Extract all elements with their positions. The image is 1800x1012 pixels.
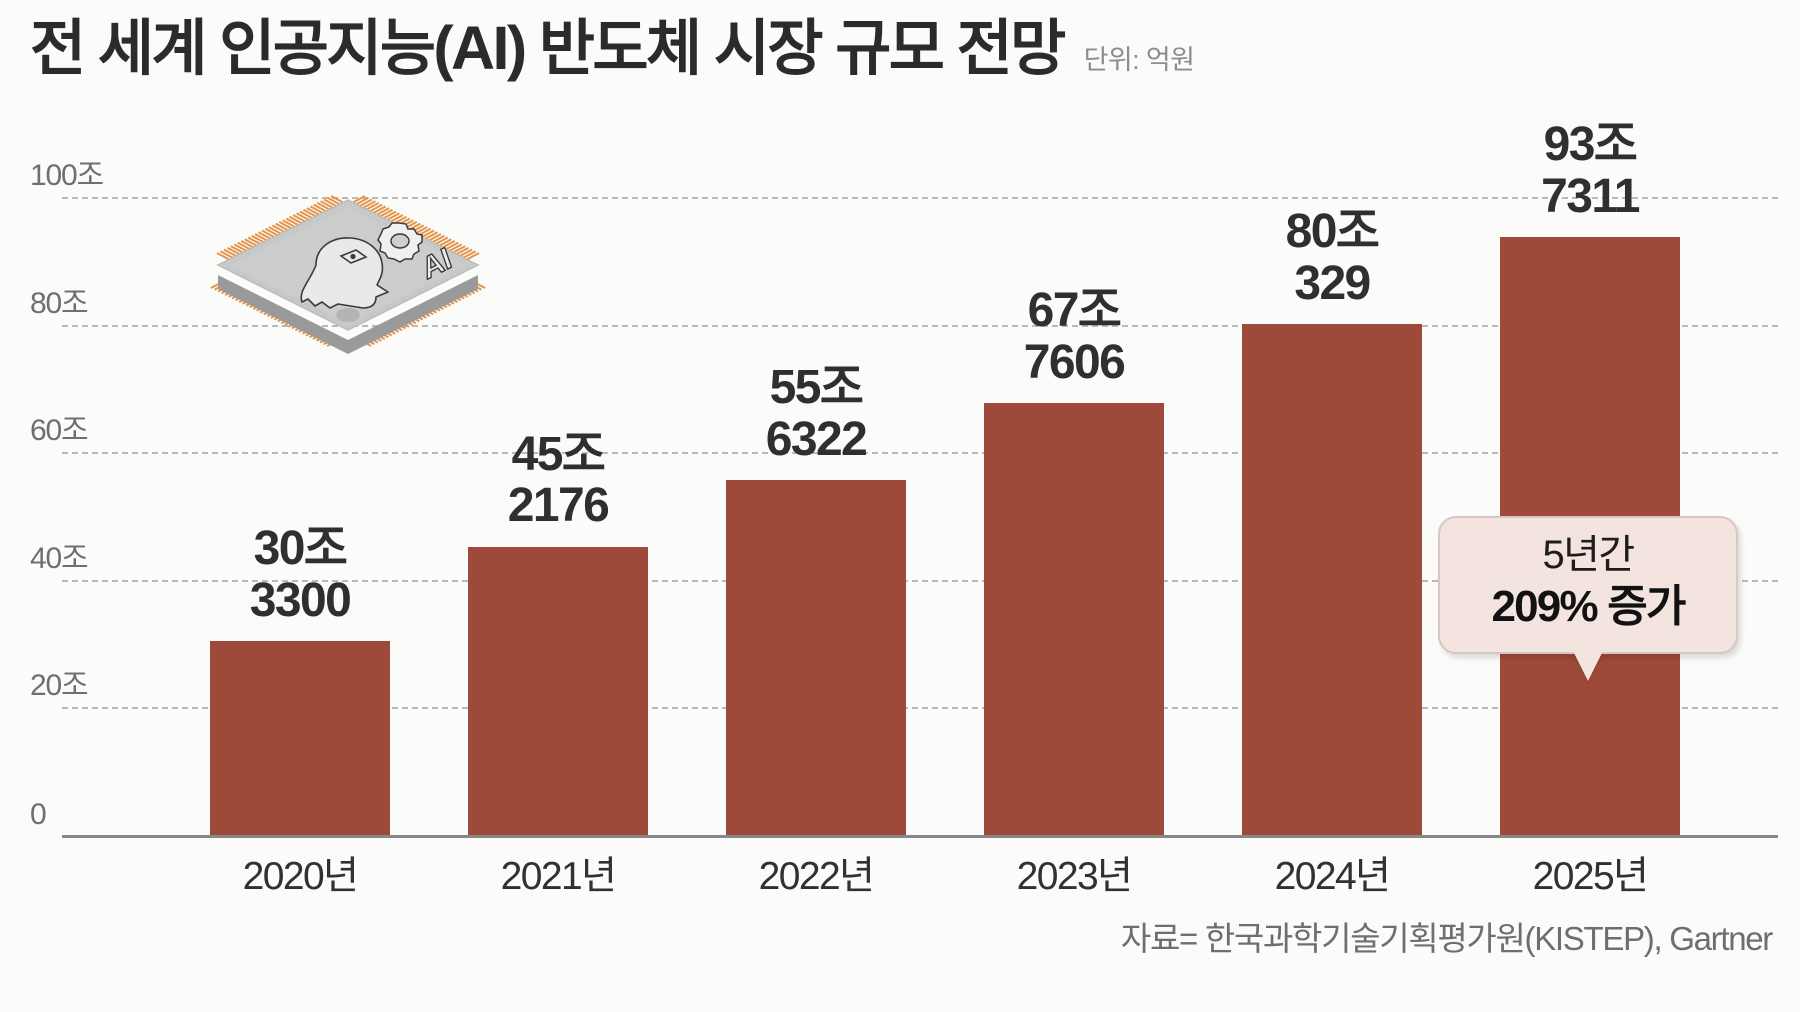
bar-value-line1: 67조 [1027, 283, 1122, 337]
gridline [62, 579, 1778, 582]
gear-icon [377, 222, 423, 263]
bar-2024[interactable] [1242, 324, 1422, 835]
unit-label: 단위: 억원 [1083, 45, 1195, 75]
page-title: 전 세계 인공지능(AI) 반도체 시장 규모 전망 [30, 14, 1066, 82]
x-axis-tick-label: 2022년 [758, 855, 875, 898]
gridline [62, 452, 1778, 455]
bar-value-label: 55조 6322 [681, 362, 951, 466]
x-axis-tick-label: 2021년 [500, 855, 617, 898]
gridline [62, 707, 1778, 710]
bar-2022[interactable] [726, 480, 906, 835]
bar-value-line1: 55조 [769, 361, 864, 415]
y-axis-tick-label: 100조 [30, 159, 104, 192]
x-axis-tick-label: 2025년 [1532, 855, 1649, 898]
bar-2020[interactable] [210, 641, 390, 835]
callout-period-label: 5년간 [1542, 533, 1635, 577]
bar-value-label: 30조 3300 [165, 523, 435, 627]
y-axis-tick-label: 60조 [30, 414, 89, 448]
bar-value-line1: 80조 [1285, 205, 1380, 259]
bar-2021[interactable] [468, 546, 648, 835]
bar-value-line2: 6322 [765, 412, 868, 466]
source-note: 자료= 한국과학기술기획평가원(KISTEP), Gartner [1120, 920, 1773, 957]
ai-chip-illustration: AI [198, 155, 498, 365]
y-axis-tick-label: 0 [30, 798, 47, 831]
y-axis-tick-label: 40조 [30, 541, 89, 575]
bar-value-line1: 45조 [511, 427, 606, 481]
x-axis-tick-label: 2020년 [242, 855, 359, 898]
callout-tail-pointer [1573, 650, 1603, 681]
x-axis-tick-label: 2023년 [1016, 855, 1133, 898]
head-profile-icon [300, 237, 389, 309]
callout-growth-value: 209% 증가 [1491, 582, 1686, 632]
chart-header: 전 세계 인공지능(AI) 반도체 시장 규모 전망 단위: 억원 [30, 14, 1195, 82]
bar-value-line2: 329 [1294, 257, 1371, 311]
bar-2023[interactable] [984, 402, 1164, 835]
bar-value-line2: 7311 [1541, 169, 1640, 223]
bar-value-label: 80조 329 [1197, 206, 1467, 310]
y-axis-tick-label: 80조 [30, 286, 89, 320]
bar-value-label: 93조 7311 [1455, 119, 1725, 223]
bar-value-line1: 30조 [253, 522, 348, 576]
gridline [62, 197, 1778, 199]
gridline [62, 324, 1778, 327]
bar-value-label: 45조 2176 [423, 427, 693, 533]
bar-value-line2: 2176 [507, 479, 610, 533]
bar-value-line2: 3300 [249, 574, 352, 628]
bar-value-label: 67조 7606 [939, 283, 1209, 389]
y-axis-tick-label: 20조 [30, 669, 89, 703]
bar-value-line1: 93조 [1543, 117, 1638, 171]
x-axis-tick-label: 2024년 [1274, 855, 1391, 898]
growth-callout: 5년간 209% 증가 [1438, 516, 1738, 681]
x-axis-line [62, 835, 1778, 838]
bar-value-line2: 7606 [1023, 335, 1126, 389]
